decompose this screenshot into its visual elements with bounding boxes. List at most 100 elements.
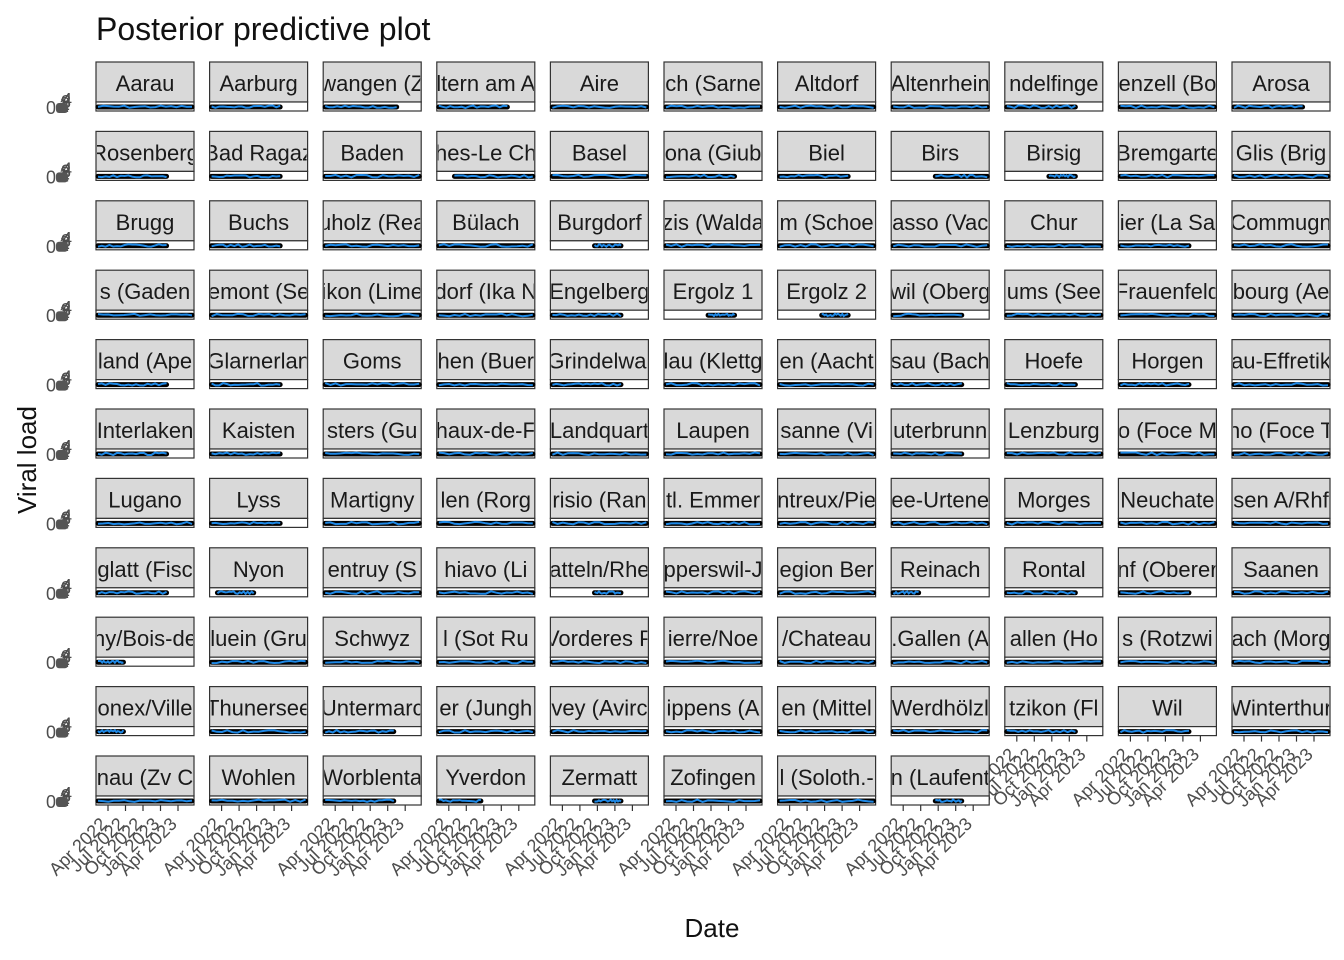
- facet-strip: [1117, 685, 1218, 728]
- facet-strip-label: Laupen: [676, 418, 749, 443]
- facet-panel: Martigny: [322, 477, 422, 529]
- predicted-series: [665, 729, 761, 734]
- facet-strip: [436, 685, 536, 728]
- facet-panel: glatt (Fisc01234: [46, 547, 195, 604]
- predicted-series: [1120, 382, 1190, 387]
- facet-panel: ier (La Sa: [1117, 200, 1218, 251]
- predicted-series: [1006, 520, 1101, 526]
- facet-strip-label: Birs: [921, 140, 959, 165]
- facet-strip-label: s (Rotzwi: [1122, 626, 1212, 651]
- y-tick-overlap: [56, 519, 68, 530]
- predicted-series: [211, 312, 306, 318]
- predicted-series: [97, 243, 167, 248]
- predicted-series: [552, 312, 622, 318]
- facet-panel: ums (See: [1004, 269, 1104, 320]
- predicted-series: [97, 382, 167, 387]
- predicted-series: [593, 243, 622, 249]
- facet-strip: [1231, 685, 1331, 728]
- predicted-series: [211, 243, 281, 248]
- facet-strip: [436, 200, 536, 242]
- facet-strip: [209, 339, 309, 381]
- predicted-series: [211, 451, 281, 456]
- y-tick-label: 0: [46, 514, 56, 534]
- facet-strip: [436, 477, 536, 519]
- facet-strip-label: Brugg: [116, 210, 175, 235]
- facet-strip-label: wangen (Z: [319, 71, 424, 96]
- y-tick-overlap: [56, 380, 68, 391]
- facet-panel: Bad Ragaz: [209, 130, 309, 181]
- facet-panel: /Chateau: [776, 616, 877, 667]
- facet-strip-label: egion Ber: [780, 557, 874, 582]
- facet-strip-label: no (Foce T: [1228, 418, 1334, 443]
- facet-panel: s (Gaden01234: [46, 269, 195, 326]
- facet-strip-label: sters (Gu: [327, 418, 417, 443]
- facet-strip: [209, 477, 309, 519]
- facet-strip-label: Saanen: [1243, 557, 1319, 582]
- y-tick-label: 3: [61, 439, 71, 459]
- facet-strip-label: sanne (Vi: [780, 418, 873, 443]
- facet-strip-label: Bremgarte: [1116, 140, 1219, 165]
- facet-strip: [95, 200, 195, 242]
- predicted-series: [1006, 590, 1076, 595]
- facet-panel: hen (Buer: [436, 339, 536, 390]
- facet-strip: [890, 269, 990, 311]
- predicted-series: [325, 590, 420, 595]
- facet-strip: [1117, 408, 1218, 450]
- facet-strip-label: Martigny: [330, 487, 414, 512]
- facet-strip-label: Altenrhein: [891, 71, 990, 96]
- y-tick-label: 3: [61, 786, 71, 806]
- facet-strip-label: Altdorf: [795, 71, 859, 96]
- y-tick-label: 3: [61, 370, 71, 390]
- chart-title: Posterior predictive plot: [96, 11, 430, 47]
- y-tick-label: 4: [62, 159, 72, 179]
- predicted-series: [1006, 660, 1101, 664]
- facet-strip: [663, 755, 763, 797]
- predicted-series: [594, 590, 622, 595]
- facet-strip-label: Lugano: [108, 487, 181, 512]
- predicted-series: [324, 382, 420, 387]
- predicted-series: [665, 590, 761, 595]
- facet-strip-label: Werdhölzl: [891, 696, 988, 721]
- predicted-series: [1119, 729, 1190, 734]
- facet-strip: [663, 685, 763, 728]
- facet-panel: allen (Ho: [1004, 616, 1104, 667]
- facet-panel: o (Foce M: [1117, 408, 1218, 459]
- facet-strip-label: ona (Giub: [665, 140, 762, 165]
- facet-panel: nf (Oberer: [1117, 547, 1218, 598]
- y-tick-label: 3: [61, 300, 71, 320]
- facet-strip-label: ee-Urtene: [891, 487, 989, 512]
- facet-strip: [209, 269, 309, 311]
- facet-panel: uholz (Rea: [319, 200, 426, 251]
- predicted-series: [211, 174, 281, 179]
- facet-strip: [322, 408, 422, 450]
- predicted-series: [779, 104, 874, 109]
- facet-strip-label: dorf (Ika N: [434, 279, 537, 304]
- predicted-series: [665, 104, 761, 110]
- facet-panel: atteln/Rhe: [549, 547, 650, 598]
- facet-panel: ltern am A: [436, 61, 536, 112]
- facet-panel: Nyon: [209, 547, 309, 598]
- predicted-series: [665, 521, 761, 526]
- facet-strip-label: uholz (Rea: [319, 210, 426, 235]
- predicted-series: [893, 104, 988, 109]
- facet-strip-label: Glis (Brig: [1236, 140, 1326, 165]
- predicted-series: [779, 451, 874, 456]
- facet-strip: [663, 200, 763, 242]
- facet-panel: Lugano01234: [46, 477, 195, 534]
- facet-strip-label: er (Jungh: [439, 696, 532, 721]
- predicted-series: [211, 104, 281, 109]
- facet-strip-label: Worblenta: [322, 765, 423, 790]
- facet-panel: Lyss: [209, 477, 309, 529]
- predicted-series: [1120, 590, 1190, 595]
- facet-strip-label: Landquart: [550, 418, 649, 443]
- facet-panel: pperswil-J: [663, 547, 763, 598]
- facet-strip: [890, 130, 990, 172]
- facet-strip: [1231, 269, 1331, 311]
- predicted-series: [552, 451, 647, 457]
- facet-strip-label: vey (Avirc: [551, 696, 647, 721]
- facet-strip-label: ndelfinge: [1009, 71, 1098, 96]
- facet-strip-label: Lyss: [236, 487, 280, 512]
- facet-panel: Goms: [322, 339, 422, 390]
- facet-panel: Basel: [549, 130, 650, 181]
- predicted-series: [324, 728, 394, 734]
